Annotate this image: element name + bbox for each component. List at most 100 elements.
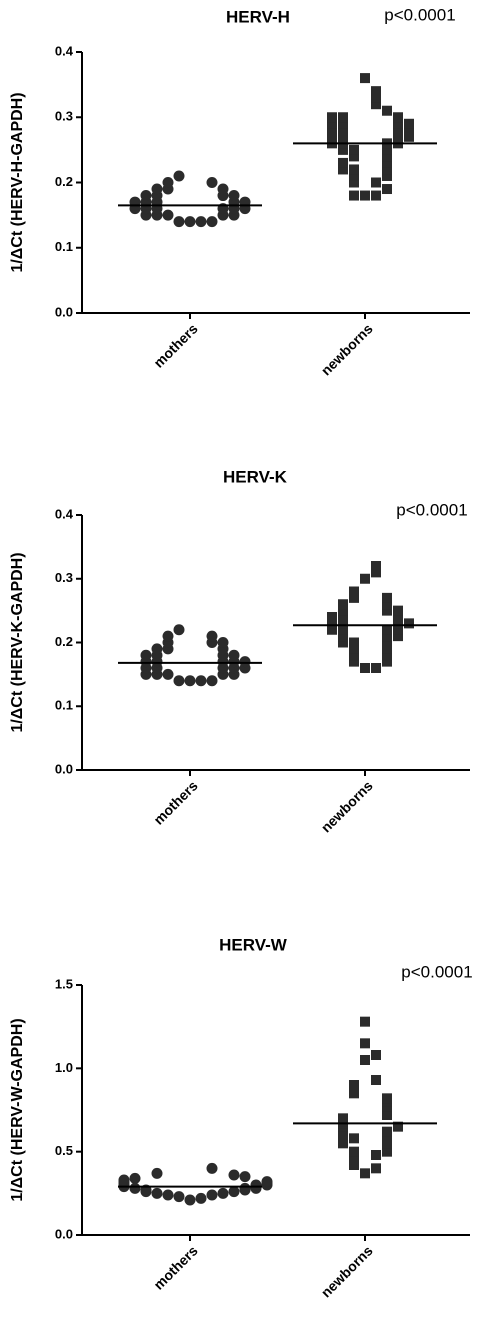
y-tick-label: 0.5: [55, 1143, 73, 1158]
y-tick-label: 0.0: [55, 761, 73, 776]
y-tick-label: 0.4: [55, 506, 74, 521]
data-point: [360, 1038, 370, 1049]
data-point: [382, 144, 392, 155]
data-point: [382, 599, 392, 610]
data-point: [206, 675, 218, 687]
data-point: [217, 1187, 229, 1199]
data-point: [382, 650, 392, 661]
data-point: [360, 573, 370, 584]
chart-title: HERV-K: [223, 467, 288, 486]
data-point: [206, 1189, 218, 1201]
data-point: [338, 118, 348, 129]
data-point: [195, 1192, 207, 1204]
data-point: [349, 656, 359, 667]
data-point: [393, 1121, 403, 1132]
data-point: [184, 675, 196, 687]
x-tick-label: newborns: [318, 1242, 376, 1300]
data-point: [151, 1167, 163, 1179]
data-point: [382, 164, 392, 175]
data-point: [360, 1016, 370, 1027]
data-point: [349, 144, 359, 155]
data-point: [140, 190, 152, 202]
data-point: [140, 649, 152, 661]
data-point: [217, 183, 229, 195]
data-point: [349, 650, 359, 661]
data-point: [206, 216, 218, 228]
data-point: [327, 112, 337, 123]
data-point: [162, 668, 174, 680]
data-point: [382, 592, 392, 603]
data-point: [338, 112, 348, 123]
data-point: [338, 157, 348, 168]
data-point: [393, 631, 403, 642]
data-point: [360, 1055, 370, 1065]
data-point: [206, 177, 218, 188]
data-point: [338, 144, 348, 155]
data-point: [338, 125, 348, 136]
data-point: [349, 1133, 359, 1144]
data-point: [338, 631, 348, 642]
data-point: [338, 1113, 348, 1124]
x-tick-label: newborns: [318, 320, 376, 378]
data-point: [349, 1155, 359, 1165]
data-point: [371, 561, 381, 571]
data-point: [371, 177, 381, 188]
data-point: [338, 637, 348, 648]
data-point: [382, 1126, 392, 1137]
data-point: [184, 216, 196, 228]
p-value: p<0.0001: [396, 500, 467, 519]
data-point: [349, 643, 359, 654]
y-tick-label: 0.4: [55, 43, 74, 58]
data-point: [404, 125, 414, 136]
y-tick-label: 1.0: [55, 1060, 73, 1075]
data-point: [162, 630, 174, 642]
data-point: [349, 1146, 359, 1157]
data-point: [404, 131, 414, 142]
data-point: [371, 86, 381, 97]
data-point: [338, 599, 348, 610]
data-point: [151, 183, 163, 195]
data-point: [382, 170, 392, 181]
data-point: [338, 618, 348, 629]
data-point: [349, 592, 359, 603]
data-point: [129, 1172, 141, 1184]
data-point: [393, 605, 403, 616]
data-point: [360, 663, 370, 673]
data-point: [382, 624, 392, 635]
data-point: [162, 1189, 174, 1201]
data-point: [371, 99, 381, 110]
data-point: [371, 1075, 381, 1085]
data-point: [349, 177, 359, 188]
data-point: [129, 1182, 141, 1194]
data-point: [173, 675, 185, 687]
x-tick-label: newborns: [318, 777, 376, 835]
data-point: [162, 177, 174, 188]
data-point: [349, 586, 359, 597]
data-point: [360, 190, 370, 201]
data-point: [371, 1150, 381, 1160]
data-point: [393, 118, 403, 129]
data-point: [349, 170, 359, 181]
data-point: [349, 151, 359, 162]
y-tick-label: 0.2: [55, 634, 73, 649]
data-point: [338, 624, 348, 635]
data-point: [393, 624, 403, 635]
x-tick-label: mothers: [150, 777, 201, 828]
data-point: [349, 164, 359, 175]
data-point: [338, 131, 348, 142]
data-point: [195, 675, 207, 687]
data-point: [250, 1179, 262, 1191]
data-point: [228, 1169, 240, 1181]
data-point: [327, 624, 337, 635]
data-point: [382, 1138, 392, 1149]
data-point: [239, 1182, 251, 1194]
x-tick-label: mothers: [150, 320, 201, 371]
data-point: [184, 1194, 196, 1206]
data-point: [327, 612, 337, 622]
y-tick-label: 0.2: [55, 174, 73, 189]
data-point: [327, 125, 337, 136]
data-point: [371, 1050, 381, 1060]
data-point: [228, 1186, 240, 1198]
y-tick-label: 0.3: [55, 109, 73, 124]
